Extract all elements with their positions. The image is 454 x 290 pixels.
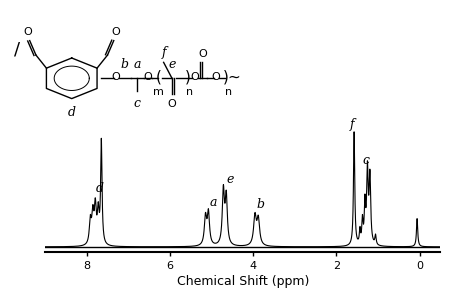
Text: O: O (143, 72, 152, 82)
Text: e: e (168, 58, 176, 71)
Text: O: O (23, 27, 32, 37)
Text: b: b (121, 58, 129, 71)
Text: c: c (134, 97, 141, 110)
Text: O: O (212, 72, 220, 82)
Text: e: e (227, 173, 234, 186)
Text: n: n (225, 87, 232, 97)
Text: O: O (191, 72, 199, 82)
Text: /: / (14, 40, 20, 58)
Text: n: n (186, 87, 193, 97)
Text: a: a (133, 58, 141, 71)
Text: b: b (257, 198, 265, 211)
Text: (: ( (156, 69, 162, 84)
Text: ): ) (185, 69, 191, 84)
X-axis label: Chemical Shift (ppm): Chemical Shift (ppm) (177, 276, 309, 289)
Text: d: d (68, 106, 76, 119)
Text: ~: ~ (227, 69, 240, 84)
Text: m: m (153, 87, 164, 97)
Text: f: f (350, 118, 354, 131)
Text: c: c (362, 154, 369, 167)
Text: f: f (161, 46, 166, 59)
Text: O: O (111, 72, 120, 82)
Text: O: O (198, 49, 207, 59)
Text: ): ) (223, 69, 229, 84)
Text: d: d (95, 182, 104, 195)
Text: O: O (112, 27, 120, 37)
Text: a: a (209, 196, 217, 209)
Text: O: O (168, 99, 176, 109)
